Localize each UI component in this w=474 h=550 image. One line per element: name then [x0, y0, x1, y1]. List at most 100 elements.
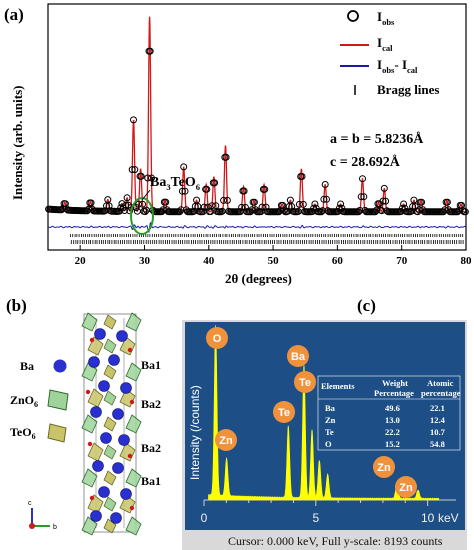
annotation-arrow — [141, 189, 151, 201]
ba-atom — [94, 328, 106, 340]
observed-point — [323, 195, 330, 203]
observed-point — [194, 202, 202, 210]
table-header-atomic: Atomic — [427, 378, 454, 388]
observed-point — [261, 185, 269, 193]
lattice-c: c = 28.692Å — [330, 154, 401, 170]
edx-tick-label: 10 — [421, 511, 435, 525]
observed-point — [443, 198, 451, 206]
panel-label-b: (b) — [6, 296, 27, 315]
observed-point — [458, 201, 465, 209]
zno6-octahedron — [125, 312, 142, 332]
table-cell: Zn — [325, 415, 336, 425]
legend-bragg-label: Bragg lines — [377, 82, 439, 97]
table-header-atomic-2: percentage — [421, 388, 461, 398]
site-label-ba1-bottom: Ba1 — [141, 474, 161, 488]
observed-points — [45, 47, 469, 216]
panel-label-a: (a) — [4, 5, 24, 24]
teo6-octahedron — [119, 442, 136, 462]
o-atom — [129, 505, 135, 511]
observed-point — [240, 187, 248, 195]
observed-point — [299, 200, 307, 208]
badge-zn-2-label: Zn — [377, 462, 391, 474]
observed-point — [191, 202, 199, 210]
lattice-ab: a = b = 5.8236Å — [330, 131, 424, 147]
o-atom — [89, 337, 95, 343]
observed-point — [378, 207, 386, 215]
impurity-highlight-ellipse — [130, 197, 154, 235]
observed-point — [105, 202, 113, 210]
observed-point — [123, 194, 131, 202]
badge-o-label: O — [213, 333, 222, 345]
crystal-structure — [81, 312, 142, 536]
badge-zn-1 — [215, 429, 237, 451]
table-cell: 54.8 — [430, 439, 445, 449]
observed-point — [357, 193, 365, 201]
badge-ba-label: Ba — [291, 351, 306, 363]
observed-point — [211, 179, 219, 187]
badge-zn-1-label: Zn — [219, 435, 233, 447]
octahedron — [103, 470, 117, 486]
observed-point — [321, 181, 329, 188]
observed-point — [126, 207, 134, 215]
x-tick-label: 50 — [268, 255, 280, 267]
zno6-octahedron — [81, 414, 98, 434]
observed-point — [178, 187, 186, 195]
ba-atom-icon — [53, 359, 67, 373]
observed-point — [148, 174, 155, 182]
observed-point — [203, 185, 211, 193]
observed-point — [356, 206, 364, 214]
site-label-ba2-bottom: Ba2 — [141, 441, 161, 455]
observed-point — [144, 174, 152, 182]
o-atom — [129, 399, 135, 405]
badge-zn-3 — [395, 476, 417, 498]
ba-atom — [108, 354, 120, 366]
observed-point — [181, 187, 189, 195]
o-atom — [127, 347, 133, 353]
difference-curve — [47, 221, 467, 233]
table-cell: Te — [325, 427, 334, 437]
x-tick-label: 60 — [332, 255, 344, 267]
observed-point — [317, 208, 325, 216]
observed-point — [176, 208, 184, 216]
composition-table: Elements Weight Percentage Atomic percen… — [317, 375, 461, 451]
observed-point — [379, 197, 387, 205]
observed-point — [319, 207, 327, 215]
table-header-weight-2: Percentage — [374, 388, 414, 398]
x-tick-label: 80 — [461, 255, 473, 267]
c-axis-label: c — [28, 500, 32, 507]
observed-point — [360, 193, 368, 201]
observed-point — [311, 200, 319, 208]
observed-point — [418, 198, 426, 206]
o-atom — [87, 441, 93, 447]
x-tick-label: 70 — [396, 255, 408, 267]
site-label-ba1-top: Ba1 — [141, 358, 161, 372]
edx-cursor-readout: Cursor: 0.000 keV, Full y-scale: 8193 co… — [228, 534, 443, 548]
ba-atom — [98, 380, 110, 392]
axis-origin — [29, 523, 35, 529]
b-axis-label: b — [53, 524, 57, 531]
o-atom — [127, 453, 133, 459]
legend-zno6-label: ZnO6 — [10, 393, 38, 409]
observed-point — [373, 206, 381, 214]
badge-zn-2 — [373, 456, 395, 478]
observed-point — [250, 198, 258, 206]
zno6-octahedron — [125, 362, 142, 382]
x-tick-label: 20 — [75, 255, 87, 267]
legend-ba-label: Ba — [20, 359, 34, 373]
ba-atom — [92, 460, 104, 472]
element-badges: O Zn Te Ba Te Zn Zn — [206, 327, 417, 498]
legend-diff-label: Iobs- Ical — [377, 57, 418, 75]
observed-point — [220, 196, 228, 204]
o-atom — [89, 495, 95, 501]
ba-atom — [120, 488, 132, 500]
table-cell: 12.4 — [430, 415, 446, 425]
x-tick-label: 40 — [203, 255, 215, 267]
observed-point — [118, 200, 126, 208]
edx-spectrum — [208, 325, 440, 501]
table-header-elements: Elements — [321, 381, 355, 391]
table-frame — [317, 375, 461, 451]
observed-point — [223, 196, 231, 204]
ba-atom — [116, 330, 128, 342]
edx-tick-label: 5 — [312, 511, 319, 525]
